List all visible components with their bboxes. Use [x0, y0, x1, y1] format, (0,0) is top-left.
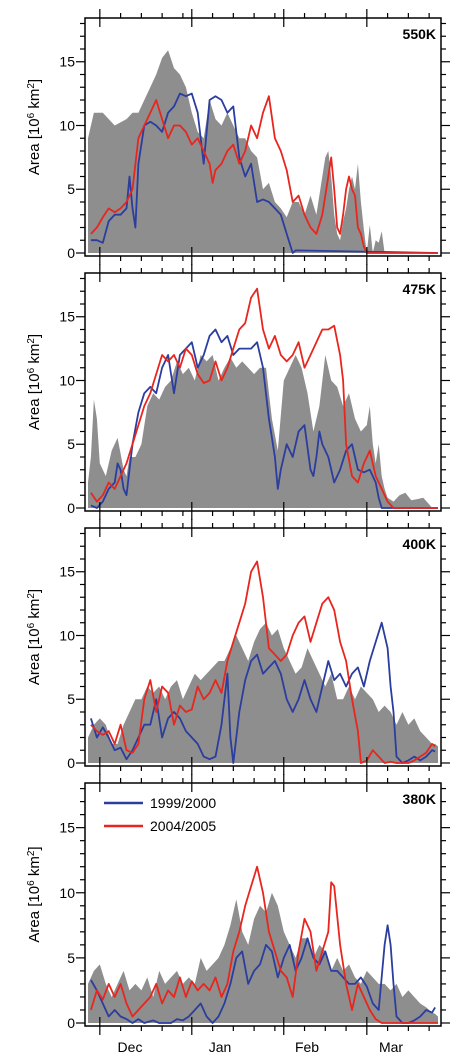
month-label-mar: Mar: [379, 1039, 403, 1055]
shaded-area: [88, 892, 438, 1023]
axis-ticks: [76, 9, 450, 265]
axis-ticks: [76, 264, 450, 520]
legend-label-2004-2005: 2004/2005: [150, 818, 216, 834]
y-axis-label: Area [106 km2]: [26, 589, 44, 685]
month-label-dec: Dec: [118, 1039, 143, 1055]
shaded-area: [88, 355, 438, 508]
legend: 1999/2000 2004/2005: [104, 795, 216, 834]
series-line-1999-2000: [90, 621, 436, 764]
series-line-1999-2000: [90, 328, 438, 509]
y-tick-label: 15: [59, 309, 75, 325]
panel-level-label: 380K: [403, 791, 436, 807]
panel-475k: 475K 0 5 10 15 Area [106 km2]: [26, 264, 450, 520]
x-month-labels: Dec Jan Feb Mar: [118, 1039, 404, 1055]
y-tick-label: 10: [59, 372, 75, 388]
y-tick-label: 10: [59, 117, 75, 133]
y-tick-labels: 0 5 10 15: [59, 564, 75, 771]
panel-400k: 400K 0 5 10 15 Area [106 km2]: [26, 519, 450, 775]
panel-frame: [84, 782, 442, 1027]
y-tick-label: 0: [67, 1015, 75, 1031]
y-tick-label: 15: [59, 820, 75, 836]
panel-frame: [84, 527, 442, 767]
month-label-jan: Jan: [209, 1039, 232, 1055]
panel-level-label: 475K: [403, 281, 436, 297]
series-line-2004-2005: [90, 865, 438, 1024]
y-tick-labels: 0 5 10 15: [59, 820, 75, 1031]
y-axis-label: Area [106 km2]: [26, 334, 44, 430]
y-tick-label: 5: [67, 950, 75, 966]
series-line-2004-2005: [90, 560, 436, 764]
y-axis-label: Area [106 km2]: [26, 846, 44, 942]
series-line-1999-2000: [90, 924, 436, 1024]
shaded-area: [88, 622, 438, 763]
panel-frame: [84, 272, 442, 512]
y-tick-label: 5: [67, 691, 75, 707]
y-tick-label: 10: [59, 885, 75, 901]
month-label-feb: Feb: [295, 1039, 319, 1055]
series-line-2004-2005: [90, 95, 438, 254]
y-tick-labels: 0 5 10 15: [59, 54, 75, 261]
axis-ticks: [76, 774, 450, 1035]
y-tick-label: 5: [67, 436, 75, 452]
y-tick-label: 15: [59, 54, 75, 70]
y-tick-label: 0: [67, 755, 75, 771]
legend-label-1999-2000: 1999/2000: [150, 795, 216, 811]
panel-550k: 550K 0 5 10 15 Area [106 km2]: [26, 9, 450, 265]
panel-level-label: 550K: [403, 26, 436, 42]
panel-frame: [84, 17, 442, 257]
panel-level-label: 400K: [403, 536, 436, 552]
y-tick-label: 0: [67, 500, 75, 516]
panel-380k: 380K 0 5 10 15 Area [106 km2] 1999/2000 200…: [26, 774, 450, 1035]
y-tick-label: 0: [67, 245, 75, 261]
y-axis-label: Area [106 km2]: [26, 79, 44, 175]
y-tick-labels: 0 5 10 15: [59, 309, 75, 516]
y-tick-label: 15: [59, 564, 75, 580]
y-tick-label: 10: [59, 627, 75, 643]
series-line-2004-2005: [90, 287, 438, 509]
y-tick-label: 5: [67, 181, 75, 197]
axis-ticks: [76, 519, 450, 775]
shaded-area: [88, 50, 438, 253]
